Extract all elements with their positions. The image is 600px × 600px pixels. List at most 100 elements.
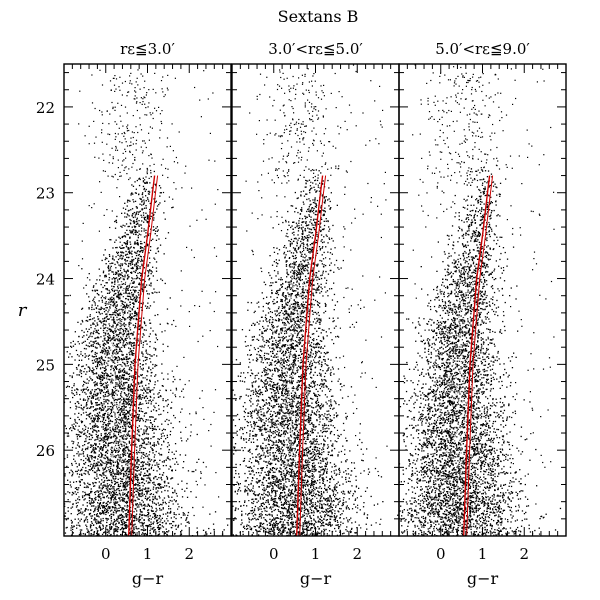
star-point	[109, 470, 111, 472]
star-point	[108, 353, 110, 355]
star-point	[160, 486, 162, 488]
star-point	[85, 328, 87, 330]
star-point	[125, 502, 128, 504]
star-point	[91, 304, 93, 306]
star-point	[99, 378, 101, 380]
star-point	[141, 247, 143, 249]
star-point	[128, 426, 130, 428]
star-point	[139, 246, 142, 248]
star-point	[154, 333, 157, 335]
star-point	[129, 369, 131, 371]
star-point	[101, 371, 103, 374]
star-point	[97, 305, 99, 307]
star-point	[117, 339, 119, 342]
star-point	[126, 482, 128, 484]
star-point	[86, 459, 89, 461]
star-point	[109, 506, 111, 508]
star-point	[105, 387, 108, 389]
star-point	[98, 357, 100, 360]
star-point	[116, 449, 118, 452]
star-point	[121, 308, 123, 311]
star-point	[126, 388, 129, 390]
star-point	[143, 457, 145, 459]
star-point	[137, 466, 139, 468]
star-point	[88, 458, 90, 460]
star-point	[135, 206, 137, 208]
star-point	[106, 496, 108, 498]
star-point	[209, 513, 211, 515]
star-point	[64, 425, 66, 427]
star-point	[162, 378, 165, 380]
star-point	[126, 467, 128, 469]
star-point	[103, 377, 105, 379]
star-point	[120, 251, 122, 253]
star-point	[175, 517, 177, 520]
star-point	[134, 392, 136, 394]
star-point	[110, 442, 112, 444]
star-point	[120, 432, 122, 434]
star-point	[117, 451, 119, 453]
star-point	[148, 335, 150, 338]
star-point	[142, 208, 144, 210]
star-point	[115, 501, 117, 503]
star-point	[91, 403, 93, 405]
star-point	[117, 422, 120, 424]
star-point	[138, 297, 140, 299]
star-point	[92, 431, 94, 433]
star-point	[100, 382, 102, 385]
star-point	[105, 513, 107, 516]
star-point	[149, 473, 151, 475]
star-point	[111, 271, 113, 273]
star-point	[106, 457, 109, 460]
star-point	[122, 405, 124, 408]
star-point	[127, 415, 130, 417]
star-point	[142, 462, 144, 464]
star-point	[126, 475, 129, 477]
star-point	[125, 381, 127, 384]
star-point	[147, 274, 150, 276]
star-point	[143, 504, 145, 506]
star-point	[117, 467, 119, 469]
star-point	[126, 275, 129, 277]
star-point	[128, 450, 130, 452]
star-point	[142, 453, 144, 455]
star-point	[138, 178, 140, 180]
star-point	[177, 503, 179, 505]
star-point	[91, 450, 93, 453]
star-point	[87, 430, 89, 432]
star-point	[118, 369, 120, 371]
star-point	[148, 279, 150, 281]
star-point	[104, 432, 106, 435]
star-point	[101, 456, 103, 458]
star-point	[127, 214, 129, 216]
star-point	[145, 488, 147, 490]
star-point	[93, 356, 96, 358]
star-point	[132, 362, 134, 365]
star-point	[87, 486, 89, 488]
star-point	[138, 225, 140, 227]
star-point	[151, 425, 153, 427]
star-point	[149, 202, 151, 205]
star-point	[134, 523, 136, 525]
star-point	[138, 211, 140, 213]
star-point	[145, 525, 147, 527]
star-point	[121, 365, 123, 367]
star-point	[96, 363, 99, 366]
star-point	[74, 460, 76, 462]
star-point	[105, 395, 107, 397]
star-point	[134, 415, 136, 417]
star-point	[147, 433, 150, 435]
star-point	[143, 187, 146, 190]
star-point	[89, 423, 91, 425]
star-point	[139, 324, 141, 326]
star-point	[103, 513, 105, 515]
star-point	[124, 458, 127, 460]
star-point	[115, 292, 117, 295]
star-point	[113, 386, 115, 388]
star-point	[129, 385, 131, 388]
star-point	[132, 302, 134, 304]
star-point	[114, 412, 116, 414]
star-point	[104, 392, 107, 394]
star-point	[123, 408, 125, 410]
star-point	[137, 483, 139, 486]
